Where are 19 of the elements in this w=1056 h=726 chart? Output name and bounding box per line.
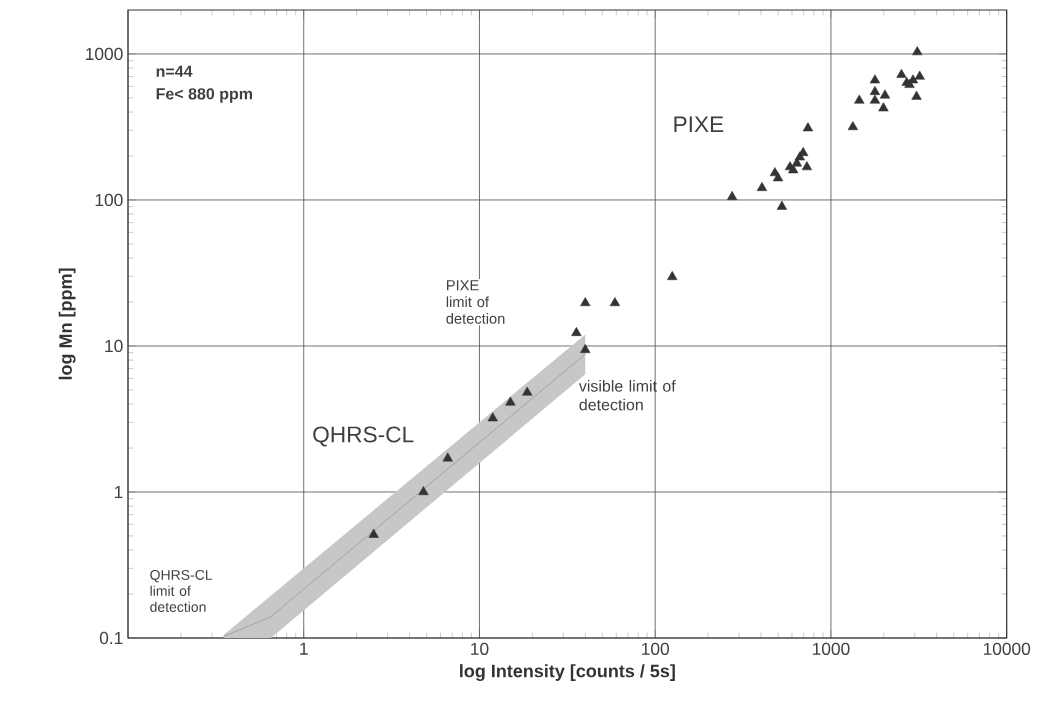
x-tick-label: 1 [300,642,308,655]
x-tick-label: 10 [471,642,489,655]
y-tick-label: 100 [95,193,123,207]
x-tick-label: 10000 [983,642,1031,655]
y-tick-label: 1 [114,486,123,498]
annotation: QHRS-CL [313,426,414,447]
annotation: PIXE limit of detection [446,280,505,324]
annotation: PIXE [674,116,724,133]
y-tick-label: 10 [105,339,123,353]
y-axis-title: log Mn [ppm] [58,268,76,380]
annotation: Fe< 880 ppm [156,88,252,103]
y-tick-label: 1000 [86,47,123,61]
annotation: n=44 [156,65,193,77]
x-tick-label: 100 [642,642,669,655]
annotation: visible limit of detection [578,380,676,411]
annotation: QHRS-CL limit of detection [150,570,213,612]
x-axis-title: log Intensity [counts / 5s] [460,664,675,681]
y-tick-label: 0.1 [99,631,123,645]
x-tick-label: 1000 [812,642,850,655]
